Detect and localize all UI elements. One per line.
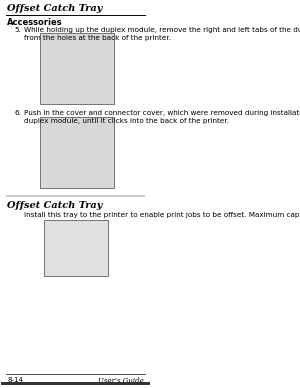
Bar: [44, 220, 108, 276]
Text: Accessories: Accessories: [7, 19, 63, 28]
Bar: [2, 382, 150, 385]
Text: Push in the cover and connector cover, which were removed during installation of: Push in the cover and connector cover, w…: [24, 110, 300, 124]
Text: Install this tray to the printer to enable print jobs to be offset. Maximum capa: Install this tray to the printer to enab…: [24, 212, 300, 218]
Text: User's Guide: User's Guide: [98, 377, 144, 385]
Text: Offset Catch Tray: Offset Catch Tray: [7, 4, 103, 13]
Text: While holding up the duplex module, remove the right and left tabs of the duplex: While holding up the duplex module, remo…: [24, 27, 300, 41]
Text: Offset Catch Tray: Offset Catch Tray: [7, 201, 103, 210]
Text: 6.: 6.: [15, 110, 22, 116]
Bar: [40, 117, 114, 188]
Bar: [40, 33, 114, 104]
Text: 5.: 5.: [15, 27, 22, 33]
Text: 8-14: 8-14: [7, 377, 23, 383]
